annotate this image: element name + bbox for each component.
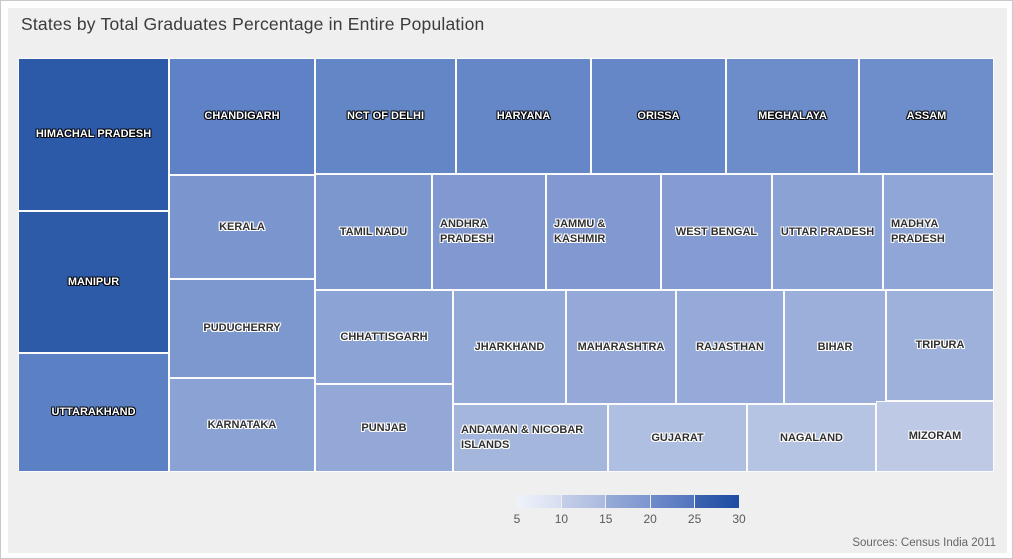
- tile-label: ANDHRA PRADESH: [440, 218, 494, 245]
- tile-label: RAJASTHAN: [696, 340, 764, 353]
- tile-label: PUDUCHERRY: [203, 322, 281, 335]
- treemap-tile[interactable]: KARNATAKA: [169, 378, 315, 472]
- legend-tick-label: 30: [732, 512, 746, 526]
- treemap-tile[interactable]: UTTARAKHAND: [18, 353, 169, 472]
- treemap-tile[interactable]: UTTAR PRADESH: [772, 174, 883, 290]
- treemap-tile[interactable]: PUNJAB: [315, 384, 453, 472]
- treemap-tile[interactable]: TAMIL NADU: [315, 174, 432, 290]
- treemap-tile[interactable]: TRIPURA: [886, 290, 994, 401]
- tile-label: UTTARAKHAND: [51, 406, 136, 419]
- legend-tick-label: 5: [513, 512, 521, 526]
- tile-label: MEGHALAYA: [758, 109, 827, 122]
- tile-label: CHHATTISGARH: [340, 330, 428, 343]
- legend-segment: [561, 495, 606, 508]
- treemap-tile[interactable]: CHANDIGARH: [169, 58, 315, 175]
- treemap-tile[interactable]: CHHATTISGARH: [315, 290, 453, 384]
- tile-label: JAMMU & KASHMIR: [554, 218, 606, 245]
- treemap-plot-area: HIMACHAL PRADESH MANIPUR UTTARAKHAND CHANDI…: [18, 58, 994, 472]
- treemap-tile[interactable]: PUDUCHERRY: [169, 279, 315, 378]
- legend-tick-label: 10: [554, 512, 569, 526]
- treemap-tile[interactable]: MAHARASHTRA: [566, 290, 676, 404]
- treemap-tile[interactable]: ASSAM: [859, 58, 994, 174]
- treemap-tile[interactable]: ORISSA: [591, 58, 726, 174]
- tile-label: NAGALAND: [780, 431, 843, 444]
- treemap-tile[interactable]: MADHYA PRADESH: [883, 174, 994, 290]
- tile-label: MADHYA PRADESH: [891, 218, 945, 245]
- tile-label: WEST BENGAL: [675, 225, 758, 238]
- tile-label: BIHAR: [817, 340, 853, 353]
- treemap-tile[interactable]: WEST BENGAL: [661, 174, 772, 290]
- tile-label: MAHARASHTRA: [577, 340, 665, 353]
- legend-gradient-bar: [517, 495, 739, 508]
- tile-label: GUJARAT: [651, 431, 704, 444]
- tile-label: PUNJAB: [361, 421, 407, 434]
- treemap-tile[interactable]: KERALA: [169, 175, 315, 279]
- treemap-tile[interactable]: MEGHALAYA: [726, 58, 859, 174]
- tile-label: ORISSA: [637, 109, 680, 122]
- treemap-tile[interactable]: NCT OF DELHI: [315, 58, 456, 174]
- treemap-tile[interactable]: BIHAR: [784, 290, 886, 404]
- tile-label: KERALA: [219, 220, 265, 233]
- tile-label: ASSAM: [906, 109, 947, 122]
- treemap-tile[interactable]: ANDAMAN & NICOBAR ISLANDS: [453, 404, 608, 472]
- tile-label: CHANDIGARH: [204, 110, 280, 123]
- treemap-tile[interactable]: HARYANA: [456, 58, 591, 174]
- tile-label: TRIPURA: [915, 339, 965, 352]
- legend-segment: [517, 495, 561, 508]
- tile-label: MANIPUR: [67, 275, 120, 288]
- legend-segment: [650, 495, 695, 508]
- legend-segment: [695, 495, 739, 508]
- treemap-tile[interactable]: HIMACHAL PRADESH: [18, 58, 169, 211]
- legend-tick-label: 25: [687, 512, 702, 526]
- tile-label: MIZORAM: [908, 430, 962, 443]
- treemap-tile[interactable]: MIZORAM: [876, 401, 994, 472]
- tile-label: HIMACHAL PRADESH: [35, 128, 152, 141]
- tile-label: HARYANA: [496, 109, 551, 122]
- source-credit: Sources: Census India 2011: [852, 537, 996, 549]
- treemap-tile[interactable]: NAGALAND: [747, 404, 876, 472]
- treemap-tile[interactable]: MANIPUR: [18, 211, 169, 353]
- legend-tick-label: 20: [643, 512, 657, 526]
- tile-label: TAMIL NADU: [339, 225, 408, 238]
- treemap-tile[interactable]: JHARKHAND: [453, 290, 566, 404]
- chart-title: States by Total Graduates Percentage in …: [21, 14, 485, 34]
- legend-tick-label: 15: [599, 512, 613, 526]
- tile-label: NCT OF DELHI: [347, 109, 424, 122]
- tile-label: JHARKHAND: [474, 340, 545, 353]
- treemap-tile[interactable]: GUJARAT: [608, 404, 747, 472]
- treemap-tile[interactable]: JAMMU & KASHMIR: [546, 174, 661, 290]
- tile-label: UTTAR PRADESH: [780, 225, 875, 238]
- tile-label: KARNATAKA: [207, 418, 277, 431]
- color-axis-legend: 5 10 15 20 25 30: [513, 495, 746, 535]
- treemap-tile[interactable]: RAJASTHAN: [676, 290, 784, 404]
- tile-label: ANDAMAN & NICOBAR ISLANDS: [461, 424, 584, 451]
- treemap-tile[interactable]: ANDHRA PRADESH: [432, 174, 546, 290]
- legend-segment: [606, 495, 650, 508]
